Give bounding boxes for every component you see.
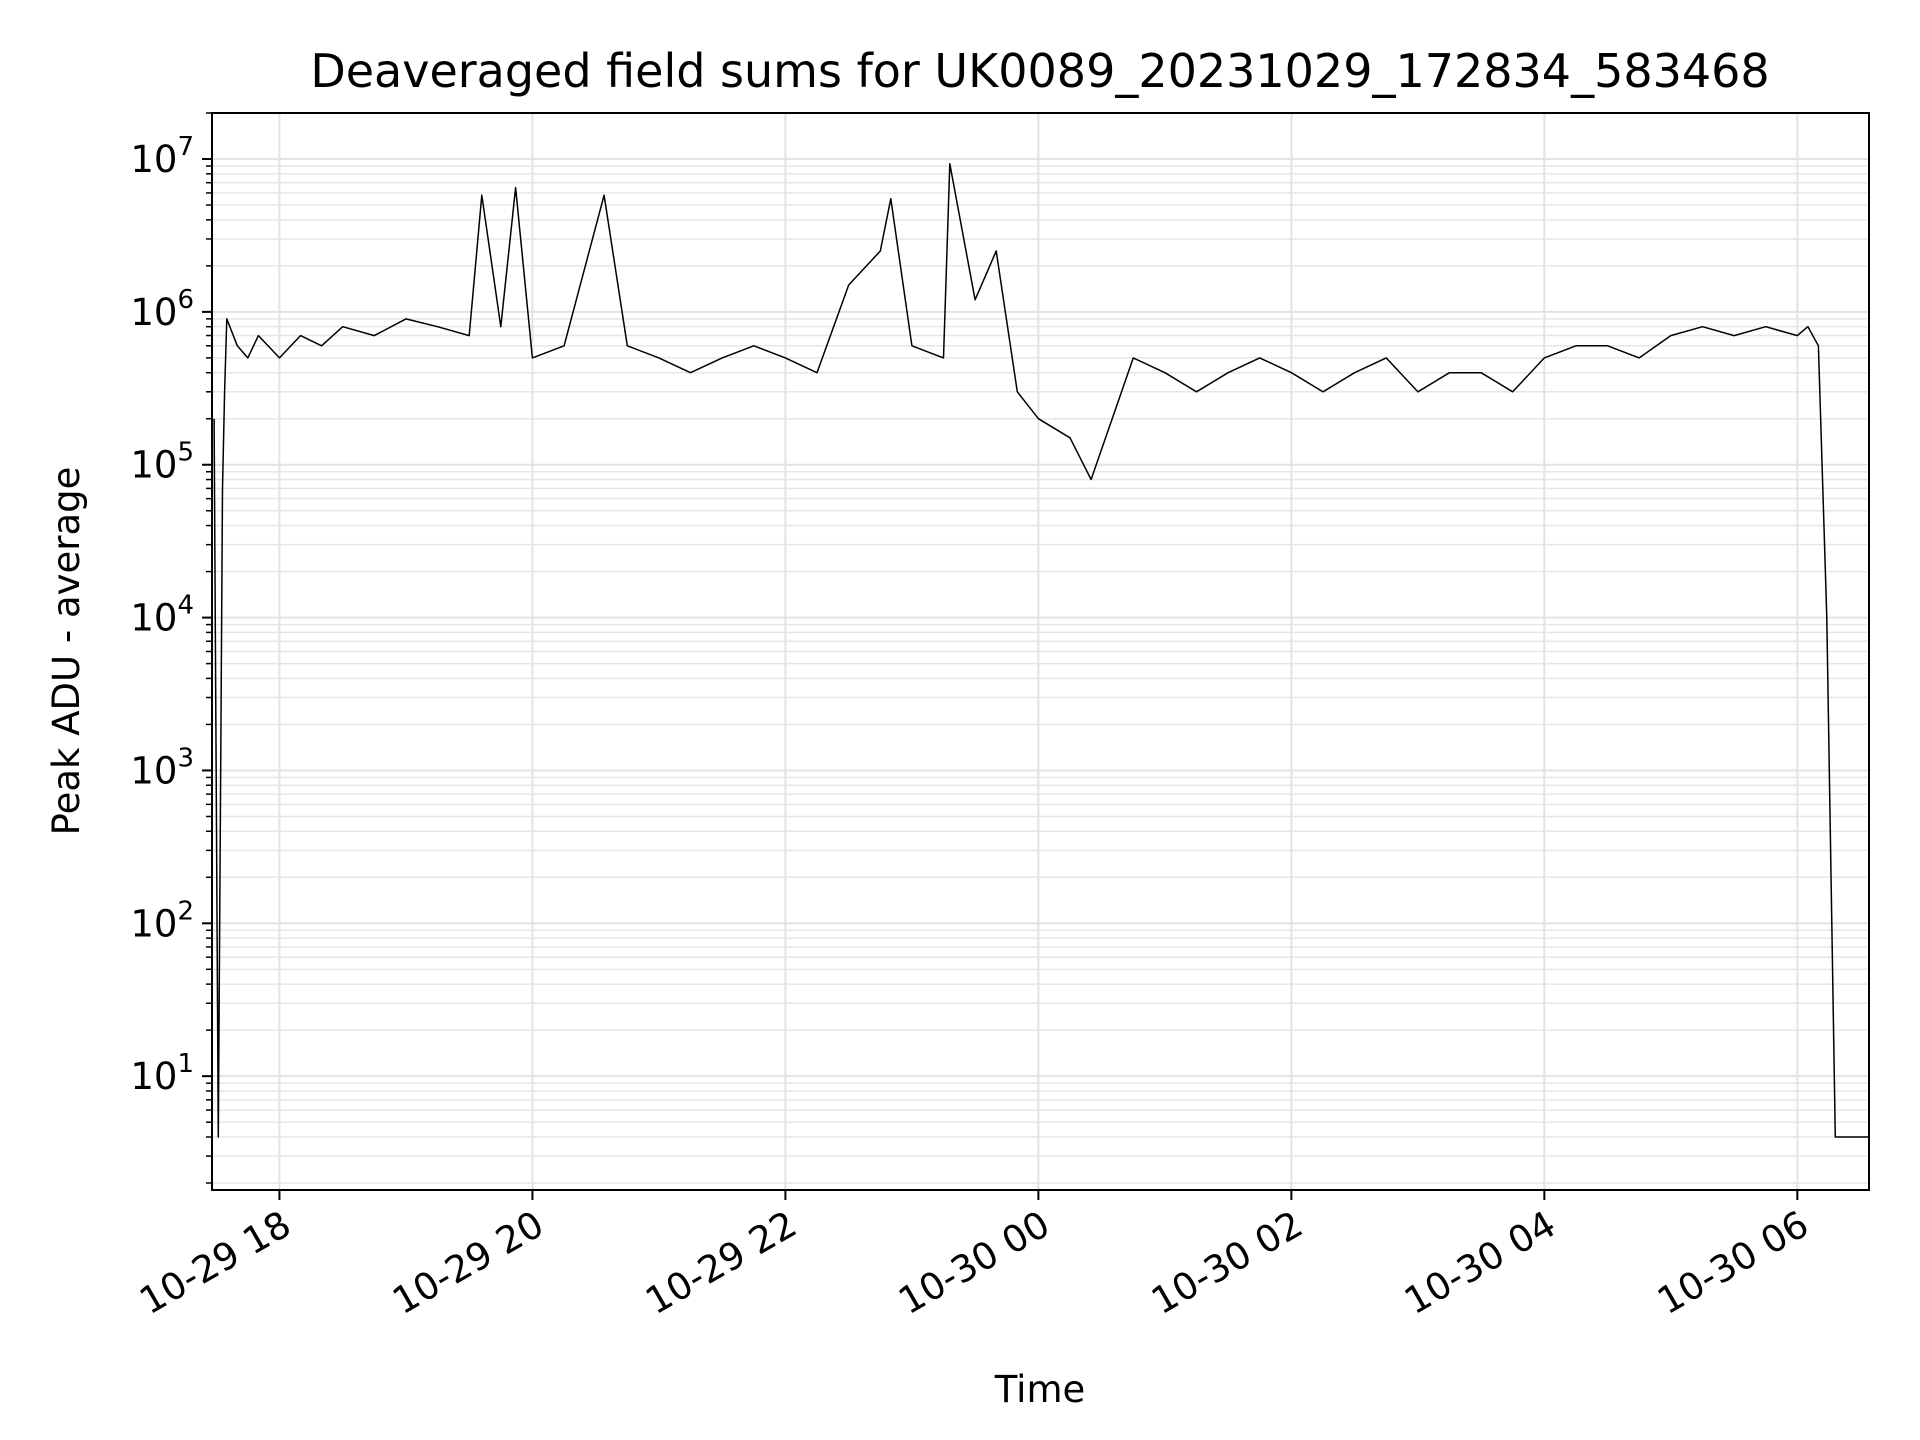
minor-gridlines	[212, 112, 1869, 1184]
y-tick-label: 107	[130, 132, 194, 181]
x-axis-label: Time	[994, 1368, 1086, 1411]
y-tick-label: 105	[130, 438, 194, 487]
y-tick-label: 104	[130, 591, 194, 640]
y-axis: 101 102 103 104 105 106 107	[130, 112, 212, 1184]
series-line	[213, 163, 1869, 1138]
y-axis-label: Peak ADU - average	[45, 467, 88, 836]
chart-title: Deaveraged field sums for UK0089_2023102…	[310, 44, 1769, 98]
y-tick-label: 102	[130, 896, 194, 945]
series-layer	[213, 163, 1869, 1138]
y-tick-label: 103	[130, 743, 194, 792]
major-gridlines	[212, 113, 1869, 1190]
y-tick-label: 101	[130, 1049, 194, 1098]
y-tick-label: 106	[130, 285, 194, 334]
